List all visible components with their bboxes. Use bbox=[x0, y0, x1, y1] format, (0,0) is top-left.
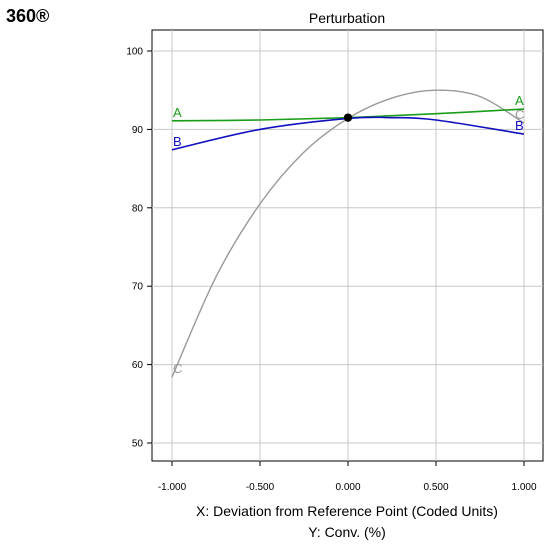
x-tick-label: 0.500 bbox=[423, 482, 448, 493]
y-tick-label: 50 bbox=[132, 439, 144, 450]
reference-point bbox=[344, 113, 352, 121]
y-tick-label: 80 bbox=[132, 203, 144, 214]
x-tick-label: -1.000 bbox=[158, 482, 187, 493]
response-label: Y: Conv. (%) bbox=[308, 524, 386, 540]
y-tick-label: 70 bbox=[132, 282, 144, 293]
y-axis: 50 60 70 80 90 100 bbox=[126, 47, 152, 450]
x-axis: -1.000 -0.500 0.000 0.500 1.000 bbox=[158, 461, 537, 493]
series-label-b-start: B bbox=[173, 134, 182, 149]
y-tick-label: 60 bbox=[132, 360, 144, 371]
y-tick-label: 90 bbox=[132, 125, 144, 136]
x-axis-label: X: Deviation from Reference Point (Coded… bbox=[196, 503, 498, 519]
x-tick-label: 1.000 bbox=[511, 482, 536, 493]
x-tick-label: 0.000 bbox=[335, 482, 360, 493]
series-label-a-start: A bbox=[173, 105, 182, 120]
x-tick-label: -0.500 bbox=[246, 482, 275, 493]
chart-title: Perturbation bbox=[309, 10, 385, 26]
grid bbox=[152, 30, 543, 461]
series-label-b-end: B bbox=[515, 118, 524, 133]
series-label-c-start: C bbox=[173, 361, 182, 376]
series-label-a-end: A bbox=[515, 93, 524, 108]
y-tick-label: 100 bbox=[126, 47, 143, 58]
